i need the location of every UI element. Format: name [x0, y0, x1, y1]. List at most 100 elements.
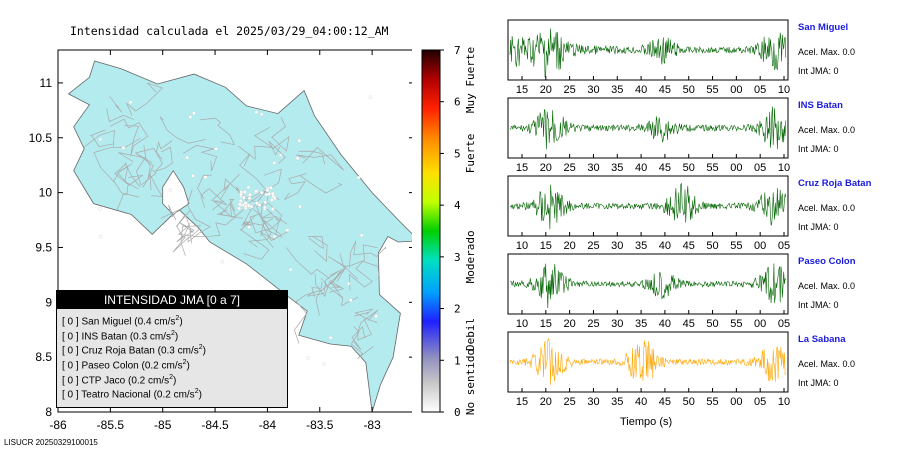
station-accel: Acel. Max. 0.0 [798, 203, 856, 213]
longitude-axis: -86 -85.5 -85 -84.5 -84 -83.5 -83 [49, 50, 381, 432]
legend-header: INTENSIDAD JMA [0 a 7] [57, 291, 287, 309]
station-dot [259, 112, 264, 117]
road-segment [239, 209, 253, 231]
trace-tick-label: 45 [683, 318, 695, 330]
station-name: La Sabana [798, 334, 846, 345]
road-segment [126, 82, 164, 116]
station-accel: Acel. Max. 0.0 [798, 47, 856, 57]
trace-panel: 10 15 20 25 30 35 40 45 50 55 00 05 [507, 175, 790, 252]
road-segment [342, 244, 378, 280]
colorbar-label: Fuerte [464, 134, 477, 174]
legend-value: (0.2 cm/s [141, 360, 183, 372]
colorbar-label: No sentido [464, 349, 477, 415]
colorbar-label: Debil [464, 318, 477, 351]
trace-tick-label: 20 [540, 84, 552, 96]
trace-tick-label: 30 [611, 240, 623, 252]
station-dot [269, 185, 273, 190]
trace-panel: 15 20 25 30 35 40 45 50 55 00 05 10 [507, 19, 790, 96]
legend-name: San Miguel [81, 316, 132, 328]
trace-tick-label: 00 [730, 396, 742, 408]
road-segment [248, 216, 288, 248]
legend-row: [ 0 ] Cruz Roja Batan (0.3 cm/s2) [57, 341, 287, 356]
trace-tick-label: 10 [516, 240, 528, 252]
station-dot [98, 137, 103, 142]
road-segment [298, 150, 326, 165]
lat-tick-label: 11 [40, 76, 53, 90]
lon-tick-label: -85.5 [97, 418, 125, 432]
trace-tick-label: 50 [683, 84, 695, 96]
legend-close: ) [198, 389, 202, 401]
waveform-panel: 15 20 25 30 35 40 45 50 55 00 05 10 15 20 25 30 35 40 45 50… [507, 19, 790, 408]
road-segment [307, 235, 324, 249]
lon-tick-label: -83 [363, 418, 381, 432]
trace-tick-label: 20 [564, 318, 576, 330]
trace-tick-label: 55 [706, 396, 718, 408]
intensity-legend: INTENSIDAD JMA [0 a 7] [ 0 ] San Miguel … [56, 290, 288, 408]
station-dot [168, 188, 173, 192]
road-segment [159, 116, 206, 144]
trace-tick-label: 15 [516, 396, 528, 408]
station-accel: Acel. Max. 0.0 [798, 125, 856, 135]
trace-tick-label: 55 [706, 84, 718, 96]
colorbar-tick-label: 4 [454, 199, 461, 212]
station-intensity: Int JMA: 0 [798, 144, 839, 154]
colorbar-tick-label: 0 [454, 406, 461, 419]
station-dot [265, 188, 270, 192]
trace-panel: 10 15 20 25 30 35 40 45 50 55 00 05 [507, 253, 790, 330]
trace-tick-label: 35 [611, 396, 623, 408]
lon-tick-label: -84.5 [201, 418, 229, 432]
station-dot [297, 138, 302, 143]
trace-tick-label: 55 [706, 162, 718, 174]
road-segment [199, 117, 235, 146]
station-dot [248, 192, 252, 197]
road-segment [89, 129, 114, 148]
road-segment [109, 118, 148, 136]
trace-tick-label: 25 [564, 162, 576, 174]
waveform-trace [509, 28, 787, 78]
station-dot [288, 267, 293, 272]
legend-level: [ 0 ] [62, 331, 79, 343]
road-segment [314, 273, 345, 298]
waveform-trace [509, 337, 787, 386]
colorbar-tick-label: 3 [454, 251, 461, 264]
station-dot [188, 115, 193, 119]
trace-tick-label: 10 [778, 84, 790, 96]
lon-tick-label: -83.5 [306, 418, 334, 432]
trace-tick-label: 05 [778, 318, 790, 330]
trace-tick-label: 15 [540, 240, 552, 252]
station-dot [243, 204, 248, 209]
legend-unit-exponent: 2 [175, 315, 180, 322]
station-dot [254, 110, 259, 114]
station-dot [220, 259, 224, 264]
station-name: INS Batan [798, 100, 843, 111]
trace-tick-label: 30 [587, 84, 599, 96]
gulf-of-nicoya [162, 169, 190, 216]
station-intensity: Int JMA: 0 [798, 378, 839, 388]
road-segment [294, 289, 323, 344]
trace-tick-label: 05 [754, 162, 766, 174]
road-segment [118, 152, 151, 178]
trace-tick-label: 25 [564, 396, 576, 408]
legend-unit-exponent: 2 [194, 388, 199, 396]
waveform-trace [509, 106, 787, 150]
road-segment [186, 189, 211, 243]
lon-tick-label: -84 [259, 418, 277, 432]
legend-unit-exponent: 2 [170, 329, 175, 337]
station-dot [285, 228, 290, 232]
trace-frame [507, 175, 789, 237]
legend-row: [ 0 ] CTP Jaco (0.2 cm/s2) [57, 371, 287, 386]
legend-unit-exponent: 2 [182, 359, 187, 367]
road-segment [220, 199, 243, 219]
trace-tick-label: 00 [730, 84, 742, 96]
road-segment [350, 326, 374, 359]
legend-value: (0.4 cm/s [134, 316, 176, 328]
station-intensity: Int JMA: 0 [798, 222, 839, 232]
station-intensity: Int JMA: 0 [798, 66, 839, 76]
station-dot [374, 314, 378, 319]
road-segment [135, 146, 173, 172]
road-segment [260, 224, 289, 242]
station-dot [98, 206, 102, 211]
road-segment [271, 117, 290, 152]
trace-tick-label: 55 [730, 318, 742, 330]
